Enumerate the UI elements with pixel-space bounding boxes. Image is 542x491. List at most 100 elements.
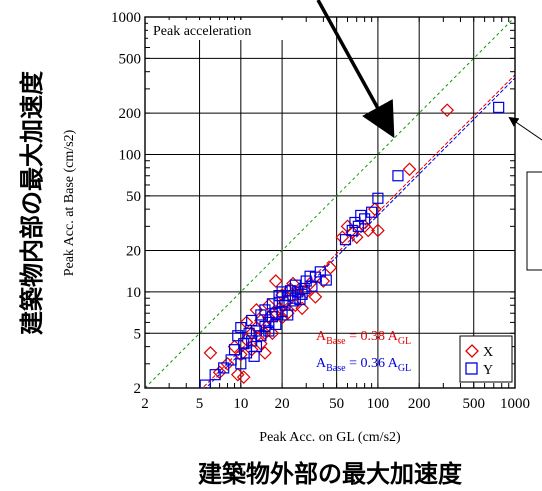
- data-point-x: [230, 367, 245, 382]
- x-tick-label: 20: [275, 396, 290, 412]
- chart-title: Peak acceleration: [153, 24, 251, 39]
- annotation-arrow: [316, 0, 395, 139]
- fit-y-a: A: [316, 356, 327, 371]
- y-tick-label: 500: [119, 51, 142, 67]
- data-points: [199, 101, 505, 388]
- data-point-y: [270, 318, 282, 331]
- data-point-y: [320, 274, 332, 286]
- y-axis-label-text: Peak Acc. at Base (cm/s2): [62, 129, 77, 276]
- data-point-x: [203, 346, 218, 360]
- data-point-y: [289, 279, 301, 291]
- fit-x-eq: = 0.38 A: [346, 329, 399, 344]
- legend-y-label: Y: [483, 363, 493, 378]
- y-tick-label: 10: [126, 285, 141, 301]
- data-point-y: [240, 347, 253, 359]
- data-point-y: [306, 280, 318, 292]
- data-point-x: [258, 346, 272, 360]
- y-tick-label: 5: [134, 326, 142, 342]
- plot-frame: [144, 16, 516, 389]
- legend-x-marker: [465, 344, 479, 358]
- legend-y-marker: [465, 362, 478, 375]
- x-tick-label: 50: [329, 396, 344, 412]
- x-tick-label: 10: [233, 396, 248, 412]
- x-tick-label: 500: [462, 396, 485, 412]
- data-point-y: [276, 286, 288, 298]
- data-point-y: [346, 224, 358, 237]
- data-point-y: [282, 309, 294, 321]
- one-to-one-line: [145, 17, 515, 388]
- data-point-y: [493, 101, 505, 113]
- title-box: [148, 20, 300, 40]
- data-point-y: [228, 344, 241, 356]
- data-point-y: [235, 322, 247, 334]
- legend: X Y: [459, 335, 513, 383]
- fit-x-a: A: [316, 329, 327, 344]
- y-axis-label-japanese: 建築物内部の最大加速度: [18, 70, 46, 335]
- data-point-x: [275, 310, 289, 325]
- y-tick-label: 100: [119, 147, 142, 163]
- y-tick-label: 200: [119, 106, 142, 122]
- x-tick-label: 100: [367, 396, 390, 412]
- data-point-y: [199, 379, 211, 388]
- data-point-x: [280, 306, 295, 321]
- data-point-y: [339, 234, 352, 246]
- data-point-x: [220, 356, 235, 371]
- data-point-y: [209, 369, 221, 381]
- fit-y-base: Base: [326, 363, 346, 374]
- y-tick-label: 20: [126, 244, 141, 260]
- data-point-y: [366, 206, 378, 218]
- data-point-x: [440, 103, 455, 118]
- y-axis-label: Peak Acc. at Base (cm/s2): [62, 129, 77, 276]
- x-tick-labels: 2 5 10 20 50 100 200 500 1000: [141, 396, 530, 412]
- data-point-x: [268, 308, 283, 322]
- x-tick-label: 200: [408, 396, 431, 412]
- y-tick-label: 50: [126, 189, 141, 205]
- x-axis-label-japanese: 建築物外部の最大加速度: [198, 460, 463, 488]
- side-note-box: [526, 171, 542, 271]
- fit-x-base: Base: [326, 336, 346, 347]
- data-point-y: [352, 220, 364, 232]
- data-point-y: [218, 362, 230, 374]
- data-point-y: [270, 307, 282, 319]
- data-point-x: [371, 223, 385, 238]
- x-tick-label: 1000: [500, 396, 530, 412]
- x-axis-label: Peak Acc. on GL (cm/s2): [259, 430, 401, 445]
- data-point-y: [296, 288, 308, 300]
- data-point-y: [263, 316, 275, 329]
- data-point-y: [298, 282, 310, 295]
- data-point-y: [355, 209, 367, 222]
- data-point-y: [250, 341, 263, 353]
- data-point-x: [233, 347, 248, 362]
- data-point-y: [276, 305, 288, 318]
- legend-x-label: X: [483, 345, 493, 360]
- data-point-y: [232, 330, 244, 342]
- data-point-x: [361, 223, 376, 238]
- data-point-y: [243, 327, 255, 339]
- data-point-x: [278, 294, 292, 309]
- y-tick-labels: 2 5 10 20 50 100 200 500 1000: [111, 10, 141, 397]
- data-point-x: [368, 202, 382, 217]
- y-tick-label: 2: [134, 381, 142, 397]
- fit-x-gl: GL: [398, 336, 411, 347]
- fit-y-gl: GL: [398, 363, 411, 374]
- data-point-x: [236, 370, 251, 384]
- fit-y-eq: = 0.36 A: [346, 356, 399, 371]
- y-tick-label: 1000: [111, 10, 141, 26]
- data-point-x: [402, 162, 417, 177]
- data-point-x: [316, 274, 331, 288]
- data-point-x: [261, 310, 276, 325]
- data-point-y: [372, 192, 384, 204]
- x-axis-label-text: Peak Acc. on GL (cm/s2): [259, 430, 401, 445]
- data-point-y: [273, 290, 285, 302]
- data-point-y: [314, 266, 326, 278]
- x-tick-label: 5: [196, 396, 204, 412]
- side-arrow: [508, 116, 542, 141]
- data-point-x: [268, 274, 283, 288]
- data-point-y: [392, 170, 404, 182]
- data-point-y: [259, 304, 271, 316]
- data-point-x: [308, 290, 323, 304]
- data-point-y: [263, 325, 275, 337]
- fit-label-y: ABase = 0.36 AGL: [316, 356, 411, 374]
- data-point-y: [359, 213, 371, 225]
